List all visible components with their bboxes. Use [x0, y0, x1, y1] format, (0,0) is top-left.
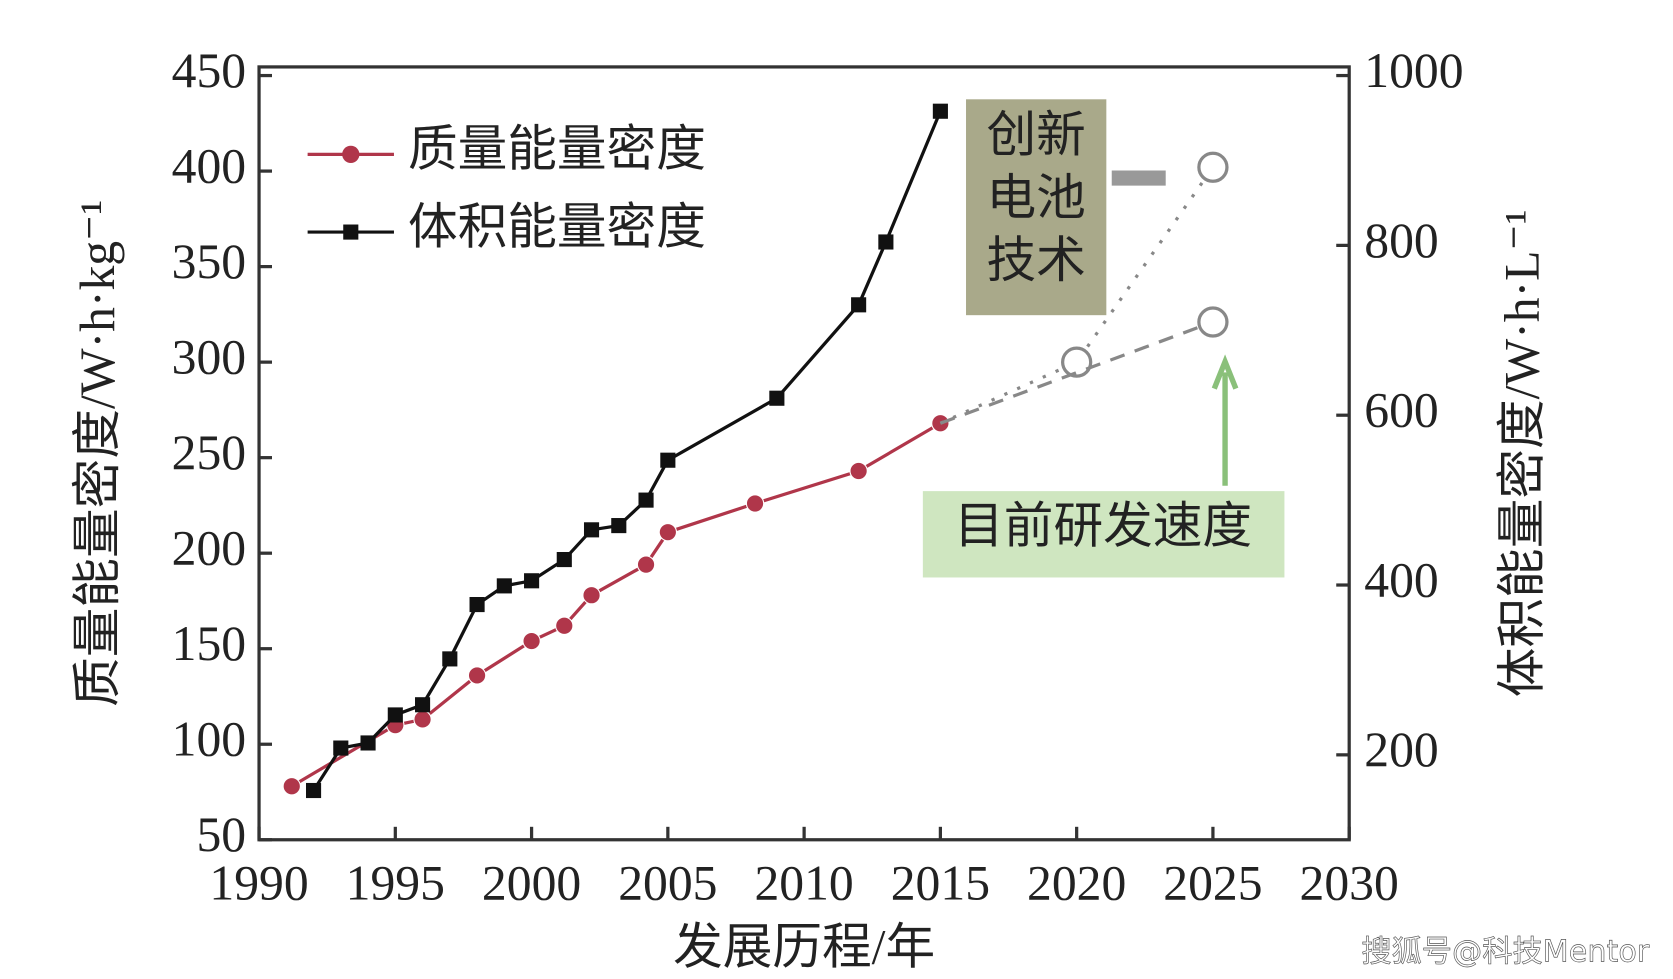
y2-tick-label: 200 [1364, 722, 1438, 777]
x-axis-label: 发展历程/年 [673, 919, 935, 974]
x-tick-label: 2020 [1027, 856, 1126, 911]
marker [442, 651, 458, 667]
annotation: 创新 [987, 108, 1086, 163]
marker [636, 555, 656, 574]
x-tick-label: 2005 [618, 856, 717, 911]
x-tick-label: 1990 [209, 856, 308, 911]
annotation: 目前研发速度 [954, 498, 1252, 553]
marker [556, 551, 572, 568]
legend-label: 体积能量密度 [408, 199, 706, 254]
marker [333, 740, 349, 756]
marker [555, 616, 574, 635]
x-tick-label: 2025 [1163, 856, 1262, 911]
y2-tick-label: 800 [1364, 213, 1438, 268]
marker [415, 697, 431, 713]
marker [878, 234, 894, 250]
x-tick-label: 2000 [482, 856, 581, 911]
y-tick-label: 50 [196, 807, 246, 862]
marker [1197, 151, 1229, 183]
y-axis-label: 质量能量密度/W·h·kg⁻¹ [70, 200, 125, 707]
y-tick-label: 300 [172, 330, 246, 385]
marker [360, 735, 376, 751]
marker [658, 522, 678, 542]
arrow [1211, 354, 1239, 486]
legend-label: 质量能量密度 [408, 122, 706, 177]
y-tick-label: 250 [172, 425, 246, 480]
marker [660, 452, 676, 468]
marker [1197, 306, 1229, 338]
marker [282, 777, 301, 796]
watermark: 搜狐号@科技Mentor [1361, 935, 1649, 970]
y2-axis-label: 体积能量密度/W·h·L⁻¹ [1495, 209, 1550, 697]
marker [611, 518, 627, 534]
annotation: 电池 [987, 170, 1086, 225]
y2-tick-label: 400 [1364, 552, 1438, 607]
marker [851, 297, 867, 313]
y-tick-label: 150 [172, 616, 246, 671]
annotation-box [922, 491, 1285, 578]
marker [849, 461, 868, 481]
marker [524, 573, 540, 589]
legend-marker [342, 145, 360, 163]
y-tick-label: 200 [172, 521, 246, 576]
y-tick-label: 350 [172, 234, 246, 289]
x-tick-label: 1995 [346, 856, 445, 911]
y2-tick-label: 600 [1364, 383, 1438, 438]
marker [469, 596, 485, 613]
x-tick-label: 2010 [754, 856, 853, 911]
annotation: 技术 [987, 233, 1086, 288]
annotation-box [966, 99, 1107, 316]
y2-tick-label: 1000 [1364, 43, 1463, 98]
y-tick-label: 450 [172, 43, 246, 98]
marker [1061, 346, 1093, 378]
marker [387, 707, 403, 723]
marker [413, 710, 432, 729]
marker [496, 578, 512, 594]
marker [638, 492, 654, 508]
y-tick-label: 100 [172, 712, 246, 767]
marker [305, 782, 322, 799]
marker [522, 631, 541, 651]
marker [583, 522, 600, 538]
marker [932, 103, 948, 119]
legend-marker [343, 224, 359, 240]
x-tick-label: 2030 [1300, 856, 1399, 911]
marker [745, 494, 765, 513]
series-line [939, 320, 1214, 425]
y-tick-label: 400 [172, 138, 246, 193]
marker [769, 390, 785, 406]
x-tick-label: 2015 [891, 856, 990, 911]
marker [467, 666, 487, 685]
marker [582, 586, 601, 605]
